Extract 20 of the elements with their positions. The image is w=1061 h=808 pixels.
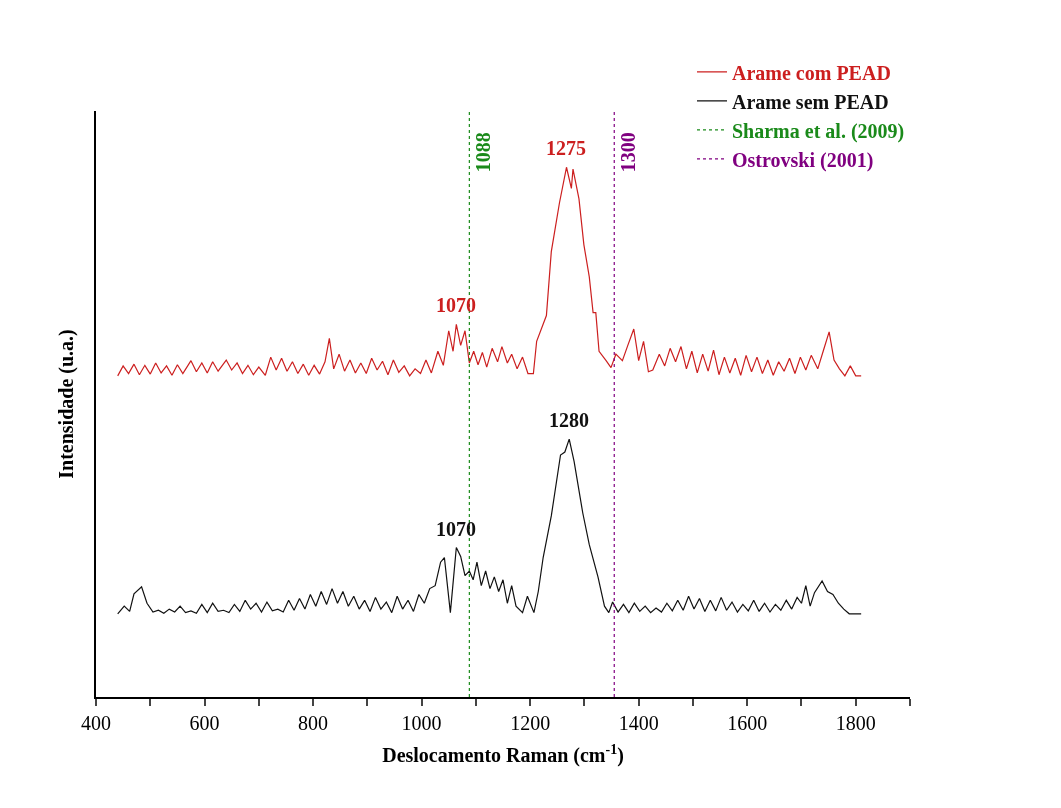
annotation: 1300 [617,132,640,173]
y-axis-title: Intensidade (u.a.) [55,329,78,479]
legend-label: Arame sem PEAD [732,90,889,113]
annotation: 1280 [549,409,589,431]
x-tick-label: 400 [81,712,111,734]
legend-label: Sharma et al. (2009) [732,119,905,143]
annotation: 1088 [472,132,495,173]
x-tick-label: 800 [298,712,329,734]
annotation: 1070 [436,518,476,540]
annotation: 1070 [436,294,476,316]
x-tick-label: 1400 [618,712,659,734]
legend-label: Ostrovski (2001) [732,148,874,172]
annotation: 1275 [546,137,586,159]
x-tick-label: 1800 [835,712,876,734]
x-tick-label: 1600 [727,712,768,734]
x-tick-label: 1000 [401,712,442,734]
x-tick-label: 1200 [510,712,551,734]
x-tick-label: 600 [189,712,220,734]
x-axis-title: Deslocamento Raman (cm$^{-1}$) [382,741,624,767]
legend-label: Arame com PEAD [732,61,891,84]
